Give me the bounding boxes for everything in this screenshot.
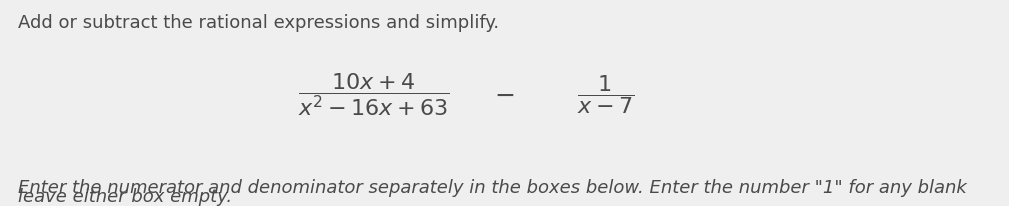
Text: Enter the numerator and denominator separately in the boxes below. Enter the num: Enter the numerator and denominator sepa… xyxy=(18,179,967,197)
Text: Add or subtract the rational expressions and simplify.: Add or subtract the rational expressions… xyxy=(18,14,499,32)
Text: $\dfrac{10x+4}{x^2-16x+63}$: $\dfrac{10x+4}{x^2-16x+63}$ xyxy=(298,71,449,118)
Text: leave either box empty.: leave either box empty. xyxy=(18,188,232,206)
Text: $-$: $-$ xyxy=(494,83,515,107)
Text: $\dfrac{1}{x-7}$: $\dfrac{1}{x-7}$ xyxy=(577,73,634,116)
